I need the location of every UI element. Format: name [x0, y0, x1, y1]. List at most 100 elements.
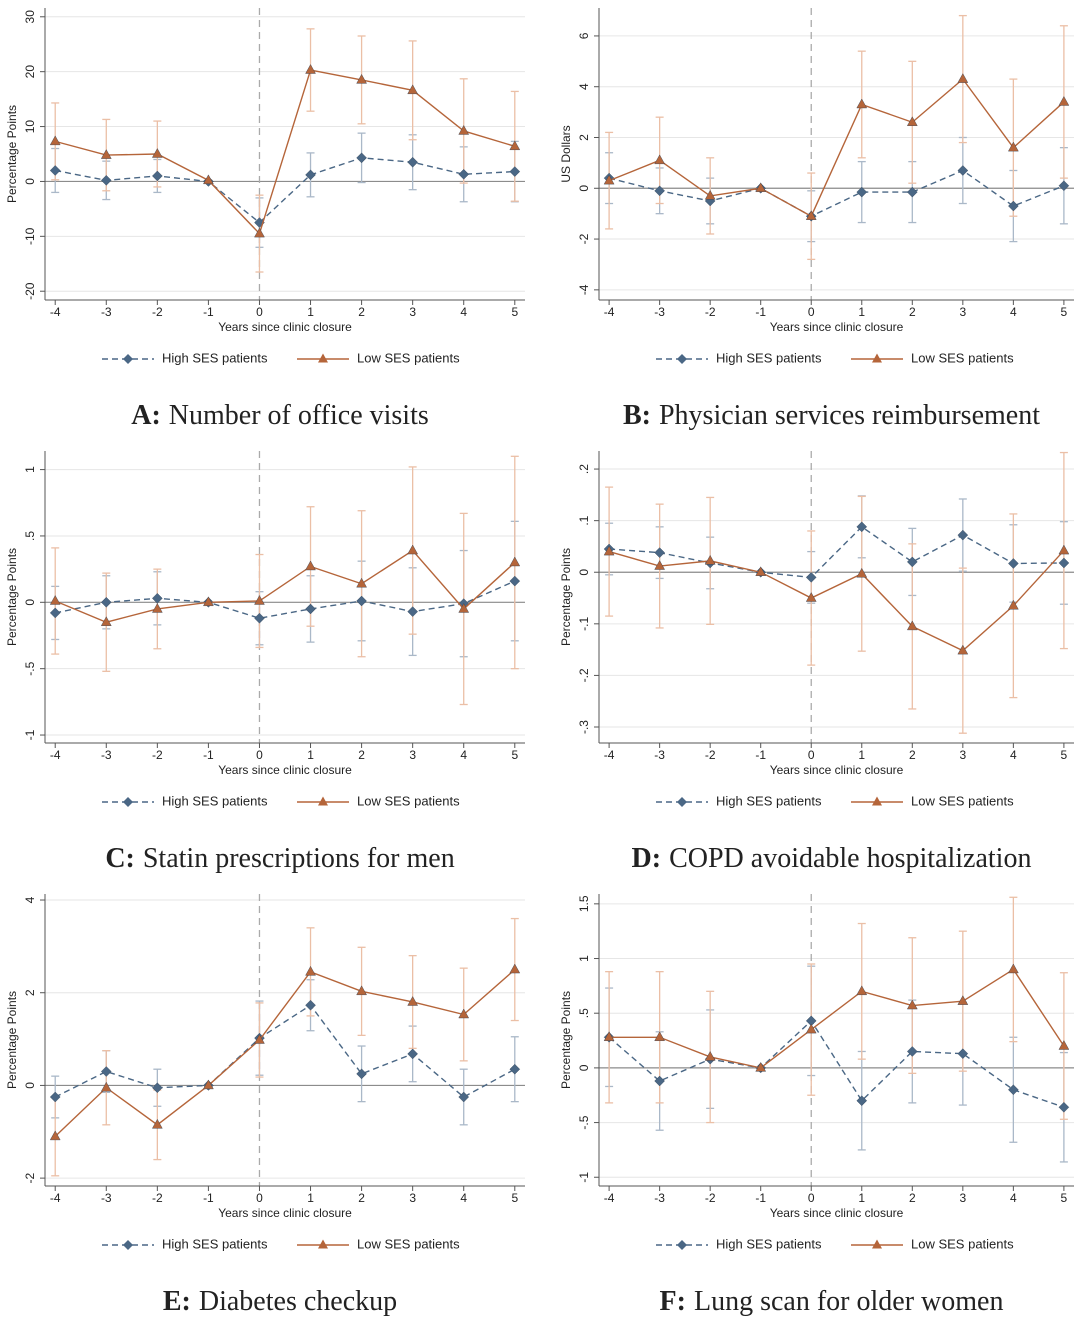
y-tick-label: 10 — [23, 120, 37, 134]
panel: -1 -.5 0 .5 1 1.5 -4 -3 -2 -1 0 1 2 3 4 5 Percentage Poi… — [559, 894, 1074, 1317]
y-tick-label: 0 — [23, 599, 37, 606]
legend-label: Low SES patients — [357, 350, 460, 365]
x-tick-label: -1 — [203, 1191, 214, 1205]
x-tick-label: 3 — [959, 1191, 966, 1205]
marker — [49, 1130, 61, 1141]
marker — [458, 125, 470, 135]
marker — [407, 606, 418, 617]
y-tick-label: -1 — [577, 1172, 591, 1183]
marker — [654, 185, 665, 197]
x-tick-label: -3 — [654, 305, 665, 319]
marker — [654, 154, 665, 165]
y-tick-label: -1 — [23, 729, 37, 740]
marker — [704, 554, 716, 565]
panel-label: B: — [623, 400, 651, 431]
x-tick-label: 3 — [959, 748, 966, 762]
x-tick-label: -4 — [604, 1191, 615, 1205]
marker — [49, 607, 61, 619]
x-tick-label: 4 — [460, 1191, 467, 1205]
y-tick-label: .5 — [577, 1008, 591, 1018]
x-tick-label: -3 — [101, 305, 112, 319]
y-tick-label: 1.5 — [577, 895, 591, 912]
x-tick-label: 3 — [959, 305, 966, 319]
y-axis-title: Percentage Points — [5, 548, 19, 646]
x-tick-label: 1 — [307, 1191, 314, 1205]
marker — [755, 566, 767, 576]
x-tick-label: -1 — [755, 305, 766, 319]
marker — [856, 985, 868, 996]
x-tick-label: -3 — [101, 748, 112, 762]
y-tick-label: -.5 — [23, 661, 37, 675]
x-tick-label: 5 — [1061, 1191, 1068, 1205]
marker — [1058, 96, 1070, 106]
y-tick-label: 0 — [577, 185, 591, 192]
x-axis-title: Years since clinic closure — [218, 1206, 352, 1220]
series-line — [609, 968, 1065, 1069]
marker — [49, 165, 61, 176]
panel-title: COPD avoidable hospitalization — [669, 843, 1031, 874]
marker — [509, 166, 521, 177]
x-tick-label: -3 — [654, 1191, 665, 1205]
marker — [906, 999, 918, 1010]
marker — [856, 98, 868, 109]
legend-label: High SES patients — [162, 793, 268, 808]
marker — [1008, 599, 1019, 610]
x-tick-label: 4 — [460, 305, 467, 319]
marker — [1058, 557, 1070, 569]
y-tick-label: -4 — [577, 284, 591, 295]
marker — [509, 1063, 521, 1075]
marker — [356, 1068, 367, 1080]
x-tick-label: 3 — [409, 748, 416, 762]
x-tick-label: 0 — [256, 748, 263, 762]
x-axis-title: Years since clinic closure — [218, 320, 352, 334]
series-line — [54, 969, 516, 1137]
legend-label: Low SES patients — [911, 1236, 1014, 1251]
marker — [458, 603, 470, 613]
marker — [305, 999, 316, 1011]
y-tick-label: -2 — [23, 1172, 37, 1183]
marker — [458, 1008, 470, 1019]
x-tick-label: 1 — [307, 305, 314, 319]
panel-label: C: — [105, 843, 135, 874]
x-tick-label: -4 — [604, 305, 615, 319]
legend-marker — [872, 1239, 882, 1249]
marker — [856, 567, 868, 578]
x-tick-label: 5 — [1061, 305, 1068, 319]
series-line — [608, 1019, 1065, 1108]
marker — [957, 995, 969, 1005]
x-tick-label: 1 — [307, 748, 314, 762]
marker — [100, 597, 112, 608]
y-tick-label: 0 — [23, 178, 37, 185]
marker — [805, 1023, 817, 1034]
panel-caption: A: Number of office visits — [131, 400, 429, 431]
panel-label: D: — [632, 843, 662, 874]
marker — [254, 1034, 265, 1044]
y-tick-label: 1 — [23, 466, 37, 473]
marker — [100, 175, 112, 186]
y-axis-title: Percentage Points — [5, 991, 19, 1089]
marker — [654, 1031, 665, 1041]
marker — [1008, 558, 1019, 569]
panel-caption: B: Physician services reimbursement — [623, 400, 1040, 431]
x-tick-label: -2 — [152, 305, 163, 319]
legend-label: Low SES patients — [357, 793, 460, 808]
legend-label: High SES patients — [162, 350, 268, 365]
x-tick-label: -4 — [604, 748, 615, 762]
marker — [407, 544, 418, 555]
marker — [100, 1066, 112, 1077]
y-tick-label: 1 — [577, 955, 591, 962]
marker — [100, 149, 112, 159]
y-tick-label: -.3 — [577, 720, 591, 734]
marker — [906, 620, 918, 631]
marker — [356, 577, 367, 588]
x-tick-label: -4 — [50, 748, 61, 762]
panel: -.3 -.2 -.1 0 .1 .2 -4 -3 -2 -1 0 1 2 3 4 5 Percentage P… — [559, 451, 1074, 874]
marker — [152, 170, 163, 182]
marker — [100, 616, 112, 626]
x-axis-title: Years since clinic closure — [770, 763, 904, 777]
y-tick-label: .2 — [577, 464, 591, 474]
panel-caption: E: Diabetes checkup — [163, 1286, 397, 1317]
legend-marker — [318, 1239, 328, 1249]
marker — [906, 116, 918, 126]
